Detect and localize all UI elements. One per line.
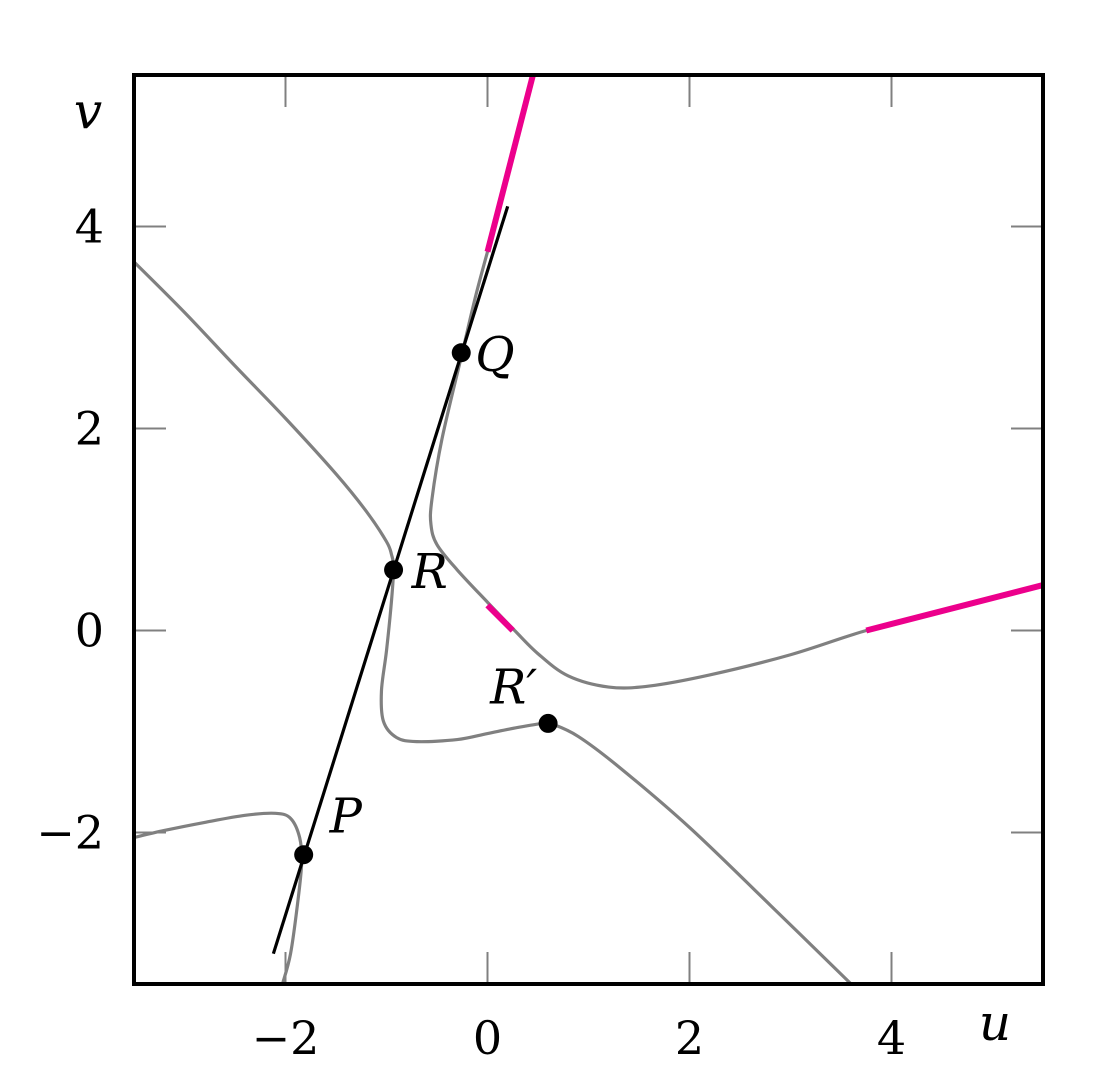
- y-tick-label: 0: [75, 604, 104, 658]
- curve-upper-right-branch: [428, 250, 1045, 690]
- x-tick-label: −2: [252, 1011, 320, 1065]
- highlight-segment: [484, 74, 536, 253]
- y-tick-label: 4: [75, 200, 104, 254]
- x-tick-label: 2: [675, 1011, 704, 1065]
- curves-layer: [132, 205, 1045, 986]
- curve-lower-left-branch: [132, 811, 304, 986]
- secant-line: [271, 205, 510, 955]
- highlight-segment: [865, 582, 1044, 634]
- highlights-layer: [484, 74, 1044, 634]
- tick-labels-layer: −2 0 2 4 −2 0 2 4: [36, 200, 906, 1066]
- point-marker: [538, 713, 558, 733]
- point-marker: [384, 560, 404, 580]
- point-label: R′: [489, 659, 537, 715]
- highlight-segment: [485, 603, 515, 633]
- x-tick-label: 4: [877, 1011, 906, 1065]
- points-layer: Q R R′ P: [294, 327, 558, 865]
- x-axis-label: u: [979, 994, 1011, 1052]
- plot-frame: [132, 73, 1045, 986]
- y-axis-label: v: [74, 82, 102, 140]
- x-tick-label: 0: [473, 1011, 502, 1065]
- point-label: P: [329, 789, 363, 845]
- y-tick-label: −2: [36, 806, 104, 860]
- point-label: Q: [475, 327, 514, 383]
- ticks-layer: [134, 75, 1043, 984]
- point-marker: [451, 343, 471, 363]
- curve-upper-left-branch: [132, 260, 853, 986]
- y-tick-label: 2: [75, 402, 104, 456]
- point-label: R: [411, 544, 448, 600]
- point-marker: [294, 845, 314, 865]
